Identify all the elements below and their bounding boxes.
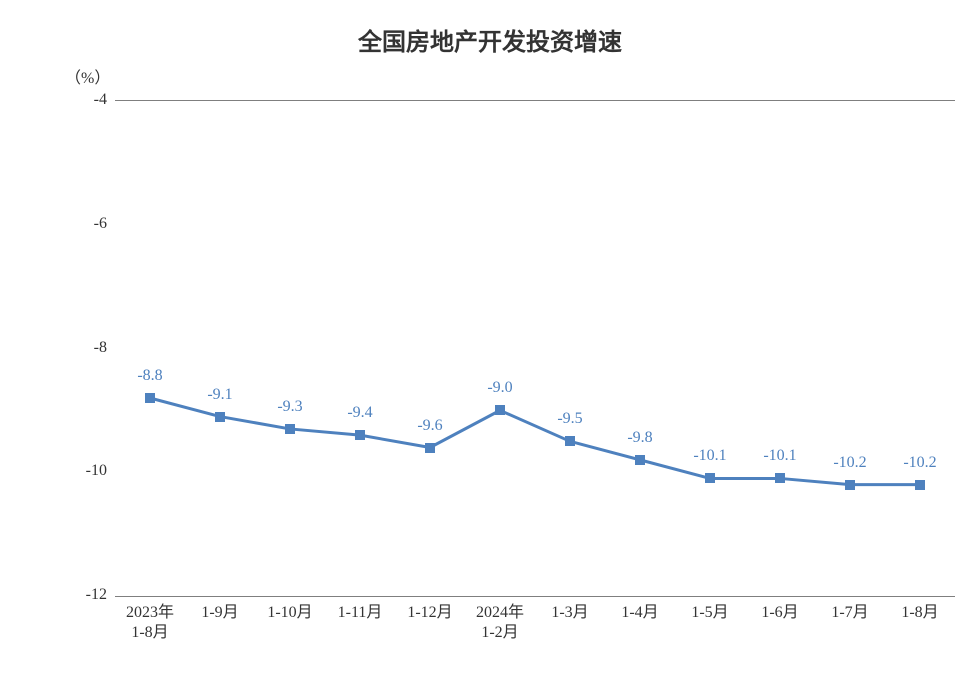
data-label: -10.2 xyxy=(890,454,950,472)
x-tick-label: 1-6月 xyxy=(745,603,815,623)
data-marker xyxy=(355,430,365,440)
data-marker xyxy=(495,405,505,415)
line-series-svg xyxy=(115,101,955,596)
data-label: -10.2 xyxy=(820,454,880,472)
y-tick-label: -12 xyxy=(57,586,107,604)
x-tick-label: 2024年1-2月 xyxy=(465,603,535,643)
x-tick-label: 1-3月 xyxy=(535,603,605,623)
data-label: -9.1 xyxy=(190,386,250,404)
data-label: -9.4 xyxy=(330,404,390,422)
data-label: -10.1 xyxy=(750,447,810,465)
data-label: -9.5 xyxy=(540,410,600,428)
data-marker xyxy=(285,424,295,434)
y-tick-label: -6 xyxy=(57,215,107,233)
chart-title: 全国房地产开发投资增速 xyxy=(0,22,980,57)
data-label: -9.0 xyxy=(470,379,530,397)
y-tick-label: -10 xyxy=(57,462,107,480)
x-tick-label: 2023年1-8月 xyxy=(115,603,185,643)
x-tick-label: 1-12月 xyxy=(395,603,465,623)
data-marker xyxy=(915,480,925,490)
x-tick-label: 1-7月 xyxy=(815,603,885,623)
y-axis-unit: （%） xyxy=(65,64,110,88)
data-label: -9.3 xyxy=(260,398,320,416)
x-tick-label: 1-8月 xyxy=(885,603,955,623)
data-marker xyxy=(425,443,435,453)
data-label: -8.8 xyxy=(120,367,180,385)
data-marker xyxy=(635,455,645,465)
y-tick-label: -8 xyxy=(57,339,107,357)
plot-area xyxy=(115,100,955,597)
data-marker xyxy=(215,412,225,422)
data-label: -9.6 xyxy=(400,417,460,435)
data-label: -9.8 xyxy=(610,429,670,447)
data-marker xyxy=(565,436,575,446)
x-tick-label: 1-10月 xyxy=(255,603,325,623)
x-tick-label: 1-5月 xyxy=(675,603,745,623)
x-tick-label: 1-4月 xyxy=(605,603,675,623)
data-marker xyxy=(775,473,785,483)
chart-container: 全国房地产开发投资增速 （%） -4 -6 -8 -10 -12 2023年1-8月1-9… xyxy=(0,0,980,700)
data-marker xyxy=(145,393,155,403)
y-tick-label: -4 xyxy=(57,91,107,109)
x-tick-label: 1-11月 xyxy=(325,603,395,623)
data-marker xyxy=(845,480,855,490)
data-label: -10.1 xyxy=(680,447,740,465)
x-tick-label: 1-9月 xyxy=(185,603,255,623)
data-marker xyxy=(705,473,715,483)
